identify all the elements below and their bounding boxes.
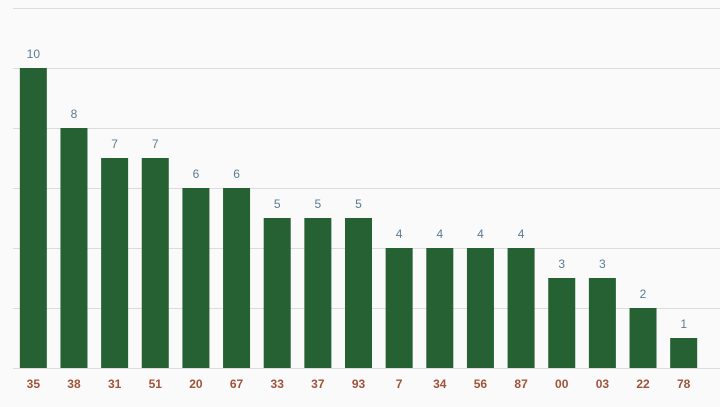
x-tick-label: 7 <box>396 377 403 391</box>
bar <box>19 68 47 368</box>
bar <box>466 248 494 368</box>
value-label: 4 <box>477 227 484 241</box>
x-tick-label: 37 <box>311 377 325 391</box>
bar <box>629 308 657 368</box>
bar <box>101 158 129 368</box>
x-tick-label: 03 <box>596 377 610 391</box>
x-tick-label: 67 <box>230 377 244 391</box>
x-tick-label: 22 <box>636 377 650 391</box>
x-tick-label: 00 <box>555 377 569 391</box>
bar <box>426 248 454 368</box>
value-label: 7 <box>111 137 118 151</box>
value-label: 5 <box>315 197 322 211</box>
bar <box>60 128 88 368</box>
value-label: 6 <box>233 167 240 181</box>
x-tick-label: 34 <box>433 377 447 391</box>
bar <box>141 158 169 368</box>
bar <box>507 248 535 368</box>
x-tick-label: 51 <box>149 377 163 391</box>
bar <box>588 278 616 368</box>
x-tick-label: 87 <box>514 377 528 391</box>
x-tick-label: 93 <box>352 377 366 391</box>
value-label: 4 <box>518 227 525 241</box>
bar <box>385 248 413 368</box>
value-label: 3 <box>599 257 606 271</box>
value-label: 5 <box>355 197 362 211</box>
bar <box>548 278 576 368</box>
value-label: 3 <box>558 257 565 271</box>
x-tick-label: 38 <box>67 377 81 391</box>
x-tick-label: 78 <box>677 377 691 391</box>
value-label: 8 <box>71 107 78 121</box>
bar <box>263 218 291 368</box>
bar <box>304 218 332 368</box>
value-label: 5 <box>274 197 281 211</box>
value-label: 10 <box>27 47 41 61</box>
x-tick-label: 20 <box>189 377 203 391</box>
x-tick-label: 33 <box>271 377 285 391</box>
value-label: 4 <box>436 227 443 241</box>
value-label: 6 <box>193 167 200 181</box>
x-tick-label: 35 <box>27 377 41 391</box>
value-label: 4 <box>396 227 403 241</box>
x-tick-label: 56 <box>474 377 488 391</box>
bar <box>223 188 251 368</box>
bar <box>345 218 372 368</box>
bar <box>670 338 698 368</box>
x-tick-label: 31 <box>108 377 122 391</box>
value-label: 1 <box>680 317 687 331</box>
bar <box>182 188 210 368</box>
value-label: 7 <box>152 137 159 151</box>
value-label: 2 <box>640 287 647 301</box>
